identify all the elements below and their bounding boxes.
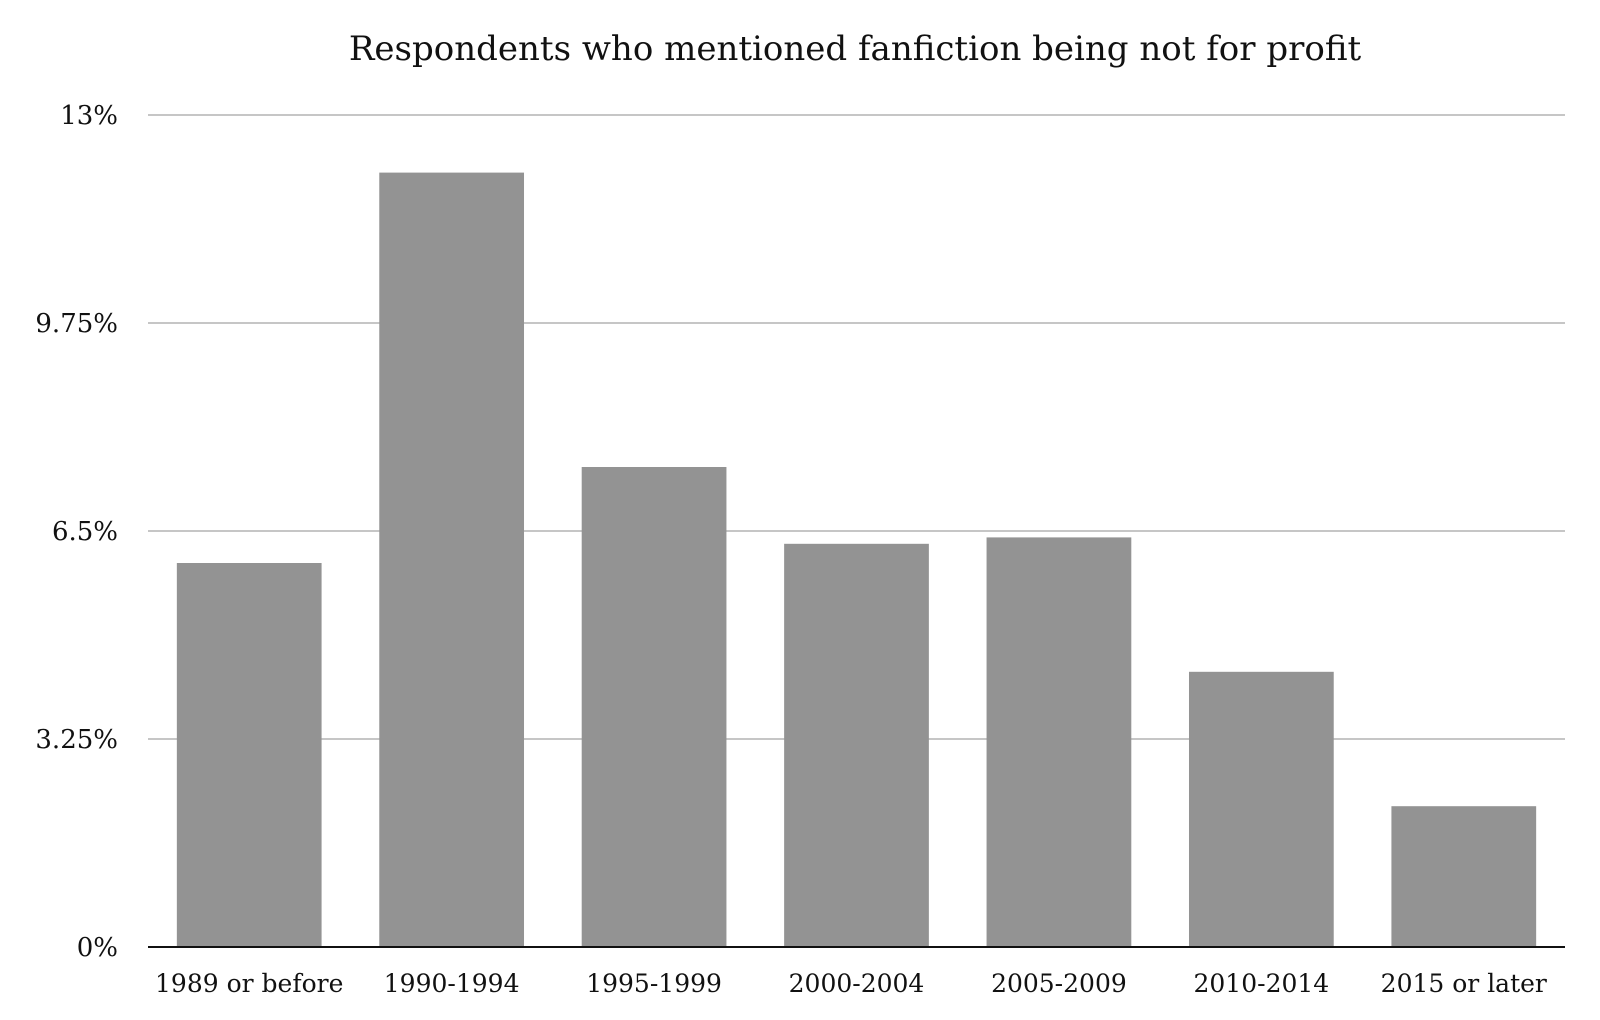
bar bbox=[784, 543, 929, 947]
x-tick-label: 2000-2004 bbox=[789, 969, 925, 998]
y-tick-label: 3.25% bbox=[35, 725, 118, 755]
x-tick-label: 1989 or before bbox=[155, 969, 343, 998]
bar bbox=[581, 467, 727, 947]
y-axis-ticks: 0% 3.25% 6.5% 9.75% 13% bbox=[35, 101, 118, 963]
x-tick-label: 2005-2009 bbox=[991, 969, 1127, 998]
x-tick-label: 1990-1994 bbox=[384, 969, 520, 998]
bar bbox=[1391, 806, 1537, 947]
bar bbox=[1188, 671, 1334, 947]
bar bbox=[176, 563, 322, 947]
bar bbox=[986, 537, 1132, 947]
y-tick-label: 9.75% bbox=[35, 309, 118, 339]
x-tick-label: 2010-2014 bbox=[1194, 969, 1330, 998]
bars bbox=[176, 172, 1537, 948]
x-tick-label: 1995-1999 bbox=[586, 969, 722, 998]
y-tick-label: 6.5% bbox=[52, 517, 118, 547]
x-tick-label: 2015 or later bbox=[1381, 969, 1547, 998]
bar bbox=[379, 172, 525, 948]
x-axis-labels: 1989 or before 1990-1994 1995-1999 2000-200… bbox=[155, 969, 1547, 998]
chart-title: Respondents who mentioned fanfiction bei… bbox=[349, 29, 1362, 69]
y-tick-label: 13% bbox=[60, 101, 118, 131]
y-tick-label: 0% bbox=[77, 933, 118, 963]
